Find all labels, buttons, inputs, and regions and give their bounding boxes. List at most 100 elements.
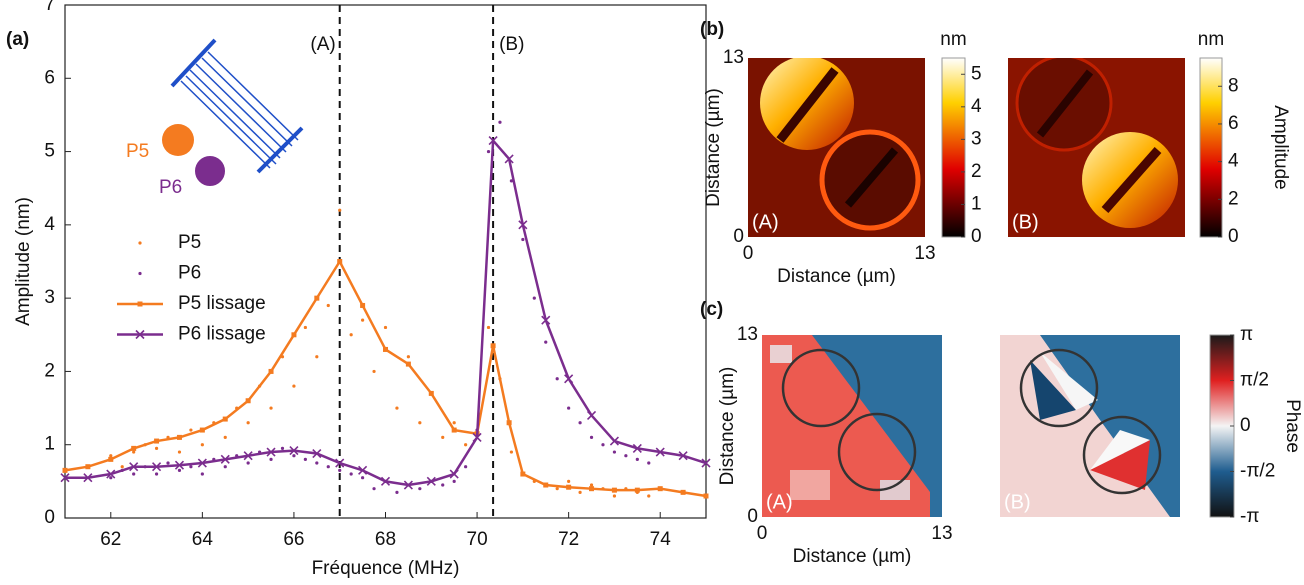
data-point (358, 465, 368, 475)
x-tick-label: 0 (743, 243, 754, 264)
data-point (395, 406, 399, 410)
data-point (243, 451, 253, 461)
x-tick-label: 70 (467, 529, 488, 550)
data-point (200, 472, 204, 476)
data-point (601, 443, 605, 447)
data-point (60, 473, 70, 483)
data-point (245, 398, 251, 404)
data-point (85, 464, 91, 470)
data-point (566, 484, 572, 490)
panel-label: (b) (700, 19, 724, 40)
data-point (611, 487, 617, 493)
colorbar-title: nm (1198, 29, 1224, 50)
colorbar-tick-label: 3 (971, 128, 982, 149)
y-tick-label: 3 (44, 287, 55, 308)
data-point (441, 435, 445, 439)
data-point (464, 443, 468, 447)
data-point (303, 457, 307, 461)
data-point (426, 476, 436, 486)
data-point (109, 454, 113, 458)
colorbar-tick-label: 4 (971, 96, 982, 117)
legend-marker (138, 271, 142, 276)
data-point (154, 438, 160, 444)
data-point (452, 421, 456, 425)
data-point (131, 445, 137, 451)
data-point (372, 369, 376, 374)
data-point (406, 355, 410, 359)
amplitude-image (748, 58, 925, 237)
data-point (624, 454, 628, 458)
data-point (418, 487, 422, 491)
data-point (132, 450, 136, 454)
data-point (486, 149, 491, 154)
x-axis-title: Distance (µm) (793, 546, 912, 567)
data-point (655, 447, 665, 457)
y-tick-label: 0 (747, 506, 758, 527)
colorbar (941, 57, 966, 238)
data-point (632, 443, 642, 453)
data-point (383, 325, 388, 330)
colorbar-title: nm (940, 29, 966, 50)
data-point (544, 340, 548, 344)
data-point (337, 259, 343, 264)
data-point (543, 482, 549, 488)
data-point (383, 346, 388, 352)
colorbar-label: Amplitude (1270, 105, 1291, 190)
data-point (490, 343, 496, 349)
data-point (335, 458, 345, 468)
data-point (612, 494, 617, 498)
x-tick-label: 66 (283, 529, 304, 550)
data-point (634, 487, 640, 493)
image-label: (A) (766, 491, 793, 513)
data-point (361, 318, 365, 322)
data-point (678, 451, 688, 461)
data-point (266, 447, 276, 457)
data-point (555, 487, 559, 491)
colorbar-tick-label: 0 (1240, 415, 1251, 436)
data-point (177, 468, 182, 472)
data-point (532, 296, 536, 300)
image-label: (B) (1012, 211, 1039, 233)
data-point (129, 462, 139, 472)
marker-label: (B) (499, 34, 524, 55)
data-point (303, 325, 307, 330)
data-point (246, 421, 250, 425)
colorbar-tick-label: 2 (971, 161, 982, 182)
data-point (189, 465, 193, 469)
legend-marker (135, 329, 145, 340)
colorbar-tick-label: -π/2 (1240, 461, 1275, 482)
data-point (315, 355, 319, 359)
data-point (154, 446, 159, 450)
x-tick-label: 68 (375, 529, 396, 550)
data-point (504, 154, 514, 164)
y-tick-label: 0 (733, 226, 744, 247)
image-label: (A) (752, 211, 779, 233)
data-point (441, 483, 445, 487)
data-point (486, 325, 491, 330)
panel-label: (a) (6, 29, 29, 50)
y-tick-label: 7 (44, 0, 55, 15)
data-point (498, 120, 502, 124)
inset-diagram (162, 38, 304, 188)
colorbar-tick-label: 1 (971, 193, 982, 214)
legend-label: P5 (178, 232, 201, 253)
series-line (64, 258, 707, 498)
data-point (521, 237, 525, 242)
data-point (222, 416, 228, 422)
data-point (177, 450, 182, 454)
data-point (520, 471, 526, 477)
x-tick-label: 0 (757, 523, 768, 544)
phase-image (1000, 335, 1180, 517)
colorbar-tick-label: π/2 (1240, 370, 1269, 391)
y-tick-label: 4 (44, 214, 55, 235)
data-point (589, 486, 595, 492)
amplitude-image (1008, 58, 1185, 237)
data-point (338, 468, 342, 472)
colorbar-tick-label: 0 (1228, 226, 1239, 247)
data-point (292, 454, 296, 458)
data-point (189, 428, 193, 432)
data-point (269, 457, 273, 461)
colorbar-tick-label: 6 (1228, 113, 1239, 134)
colorbar-tick-label: 5 (971, 63, 982, 84)
data-point (176, 434, 182, 440)
